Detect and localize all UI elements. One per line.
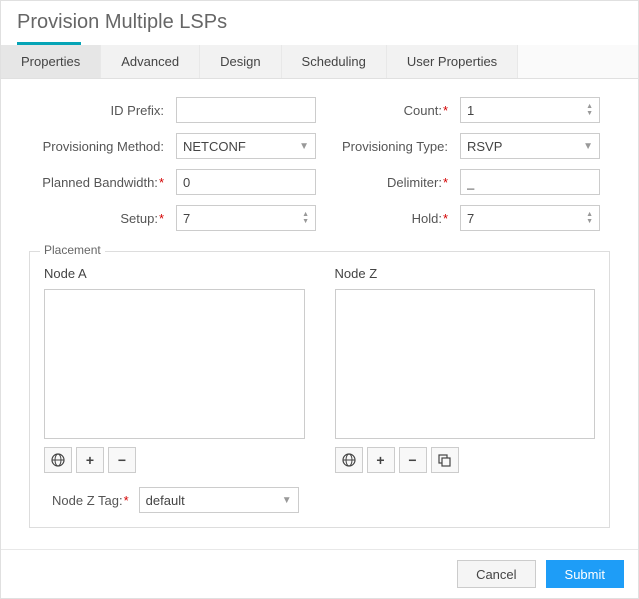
label-node-z-tag: Node Z Tag:*: [52, 493, 129, 508]
dialog-title: Provision Multiple LSPs: [1, 1, 638, 42]
node-a-buttons: + −: [44, 447, 305, 473]
label-delimiter: Delimiter:*: [328, 175, 448, 190]
input-id-prefix[interactable]: [176, 97, 316, 123]
value-node-z-tag: default: [146, 493, 185, 508]
spinner-arrows-icon[interactable]: ▲▼: [302, 211, 309, 225]
dialog: Provision Multiple LSPs Properties Advan…: [0, 0, 639, 599]
node-a-listbox[interactable]: [44, 289, 305, 439]
input-setup[interactable]: 7 ▲▼: [176, 205, 316, 231]
value-prov-method: NETCONF: [183, 139, 246, 154]
form-body: ID Prefix: Count:* 1 ▲▼ Provisioning Met…: [1, 79, 638, 549]
input-count[interactable]: 1 ▲▼: [460, 97, 600, 123]
value-hold: 7: [467, 211, 474, 226]
label-count: Count:*: [328, 103, 448, 118]
tab-scheduling[interactable]: Scheduling: [282, 45, 387, 78]
select-prov-method[interactable]: NETCONF ▼: [176, 133, 316, 159]
input-planned-bw[interactable]: [176, 169, 316, 195]
label-id-prefix: ID Prefix:: [29, 103, 164, 118]
spinner-arrows-icon[interactable]: ▲▼: [586, 211, 593, 225]
input-hold[interactable]: 7 ▲▼: [460, 205, 600, 231]
copy-icon[interactable]: [431, 447, 459, 473]
cancel-button[interactable]: Cancel: [457, 560, 535, 588]
value-prov-type: RSVP: [467, 139, 502, 154]
globe-icon[interactable]: [44, 447, 72, 473]
placement-legend: Placement: [40, 243, 105, 257]
tab-properties[interactable]: Properties: [1, 45, 101, 78]
remove-icon[interactable]: −: [108, 447, 136, 473]
tab-advanced[interactable]: Advanced: [101, 45, 200, 78]
placement-col-a: Node A + −: [44, 266, 305, 473]
label-prov-method: Provisioning Method:: [29, 139, 164, 154]
tabbar: Properties Advanced Design Scheduling Us…: [1, 45, 638, 79]
placement-fieldset: Placement Node A + − Node Z: [29, 251, 610, 528]
label-prov-type: Provisioning Type:: [328, 139, 448, 154]
select-prov-type[interactable]: RSVP ▼: [460, 133, 600, 159]
placement-columns: Node A + − Node Z: [44, 266, 595, 473]
placement-col-z: Node Z + −: [335, 266, 596, 473]
chevron-down-icon: ▼: [583, 141, 593, 152]
node-z-title: Node Z: [335, 266, 596, 281]
add-icon[interactable]: +: [76, 447, 104, 473]
input-delimiter[interactable]: [460, 169, 600, 195]
globe-icon[interactable]: [335, 447, 363, 473]
chevron-down-icon: ▼: [282, 495, 292, 506]
dialog-footer: Cancel Submit: [1, 549, 638, 598]
add-icon[interactable]: +: [367, 447, 395, 473]
submit-button[interactable]: Submit: [546, 560, 624, 588]
node-a-title: Node A: [44, 266, 305, 281]
node-z-tag-row: Node Z Tag:* default ▼: [52, 487, 595, 513]
value-count: 1: [467, 103, 474, 118]
select-node-z-tag[interactable]: default ▼: [139, 487, 299, 513]
label-setup: Setup:*: [29, 211, 164, 226]
value-setup: 7: [183, 211, 190, 226]
tab-user-properties[interactable]: User Properties: [387, 45, 518, 78]
label-planned-bw: Planned Bandwidth:*: [29, 175, 164, 190]
spinner-arrows-icon[interactable]: ▲▼: [586, 103, 593, 117]
chevron-down-icon: ▼: [299, 141, 309, 152]
label-hold: Hold:*: [328, 211, 448, 226]
node-z-listbox[interactable]: [335, 289, 596, 439]
node-z-buttons: + −: [335, 447, 596, 473]
remove-icon[interactable]: −: [399, 447, 427, 473]
tab-design[interactable]: Design: [200, 45, 281, 78]
form-grid: ID Prefix: Count:* 1 ▲▼ Provisioning Met…: [29, 97, 610, 231]
